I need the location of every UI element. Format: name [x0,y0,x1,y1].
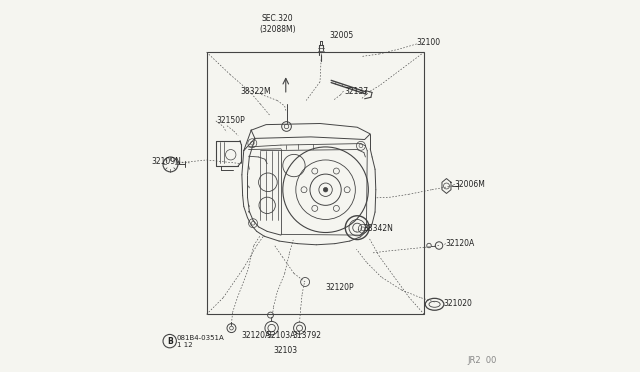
Text: 32109N: 32109N [152,157,182,166]
Text: 321020: 321020 [444,299,472,308]
Text: 32100: 32100 [417,38,441,47]
Text: 38342N: 38342N [364,224,394,233]
Text: 32006M: 32006M [454,180,486,189]
Text: B: B [167,337,173,346]
Text: 32005: 32005 [330,31,353,40]
Text: 32103: 32103 [273,346,298,355]
Text: 32120A: 32120A [445,239,475,248]
Circle shape [323,187,328,192]
Text: 32120P: 32120P [326,283,354,292]
Text: 38322M: 38322M [240,87,271,96]
Text: 32120A: 32120A [242,331,271,340]
Text: SEC.320
(32088M): SEC.320 (32088M) [259,15,296,34]
Text: JR2  00: JR2 00 [467,356,496,365]
Text: 32150P: 32150P [216,116,245,125]
Bar [207,52,424,314]
Text: 313792: 313792 [292,331,321,340]
Text: 32103A: 32103A [266,331,296,340]
Text: 32137: 32137 [344,87,368,96]
Text: 081B4-0351A
1 12: 081B4-0351A 1 12 [177,335,225,347]
